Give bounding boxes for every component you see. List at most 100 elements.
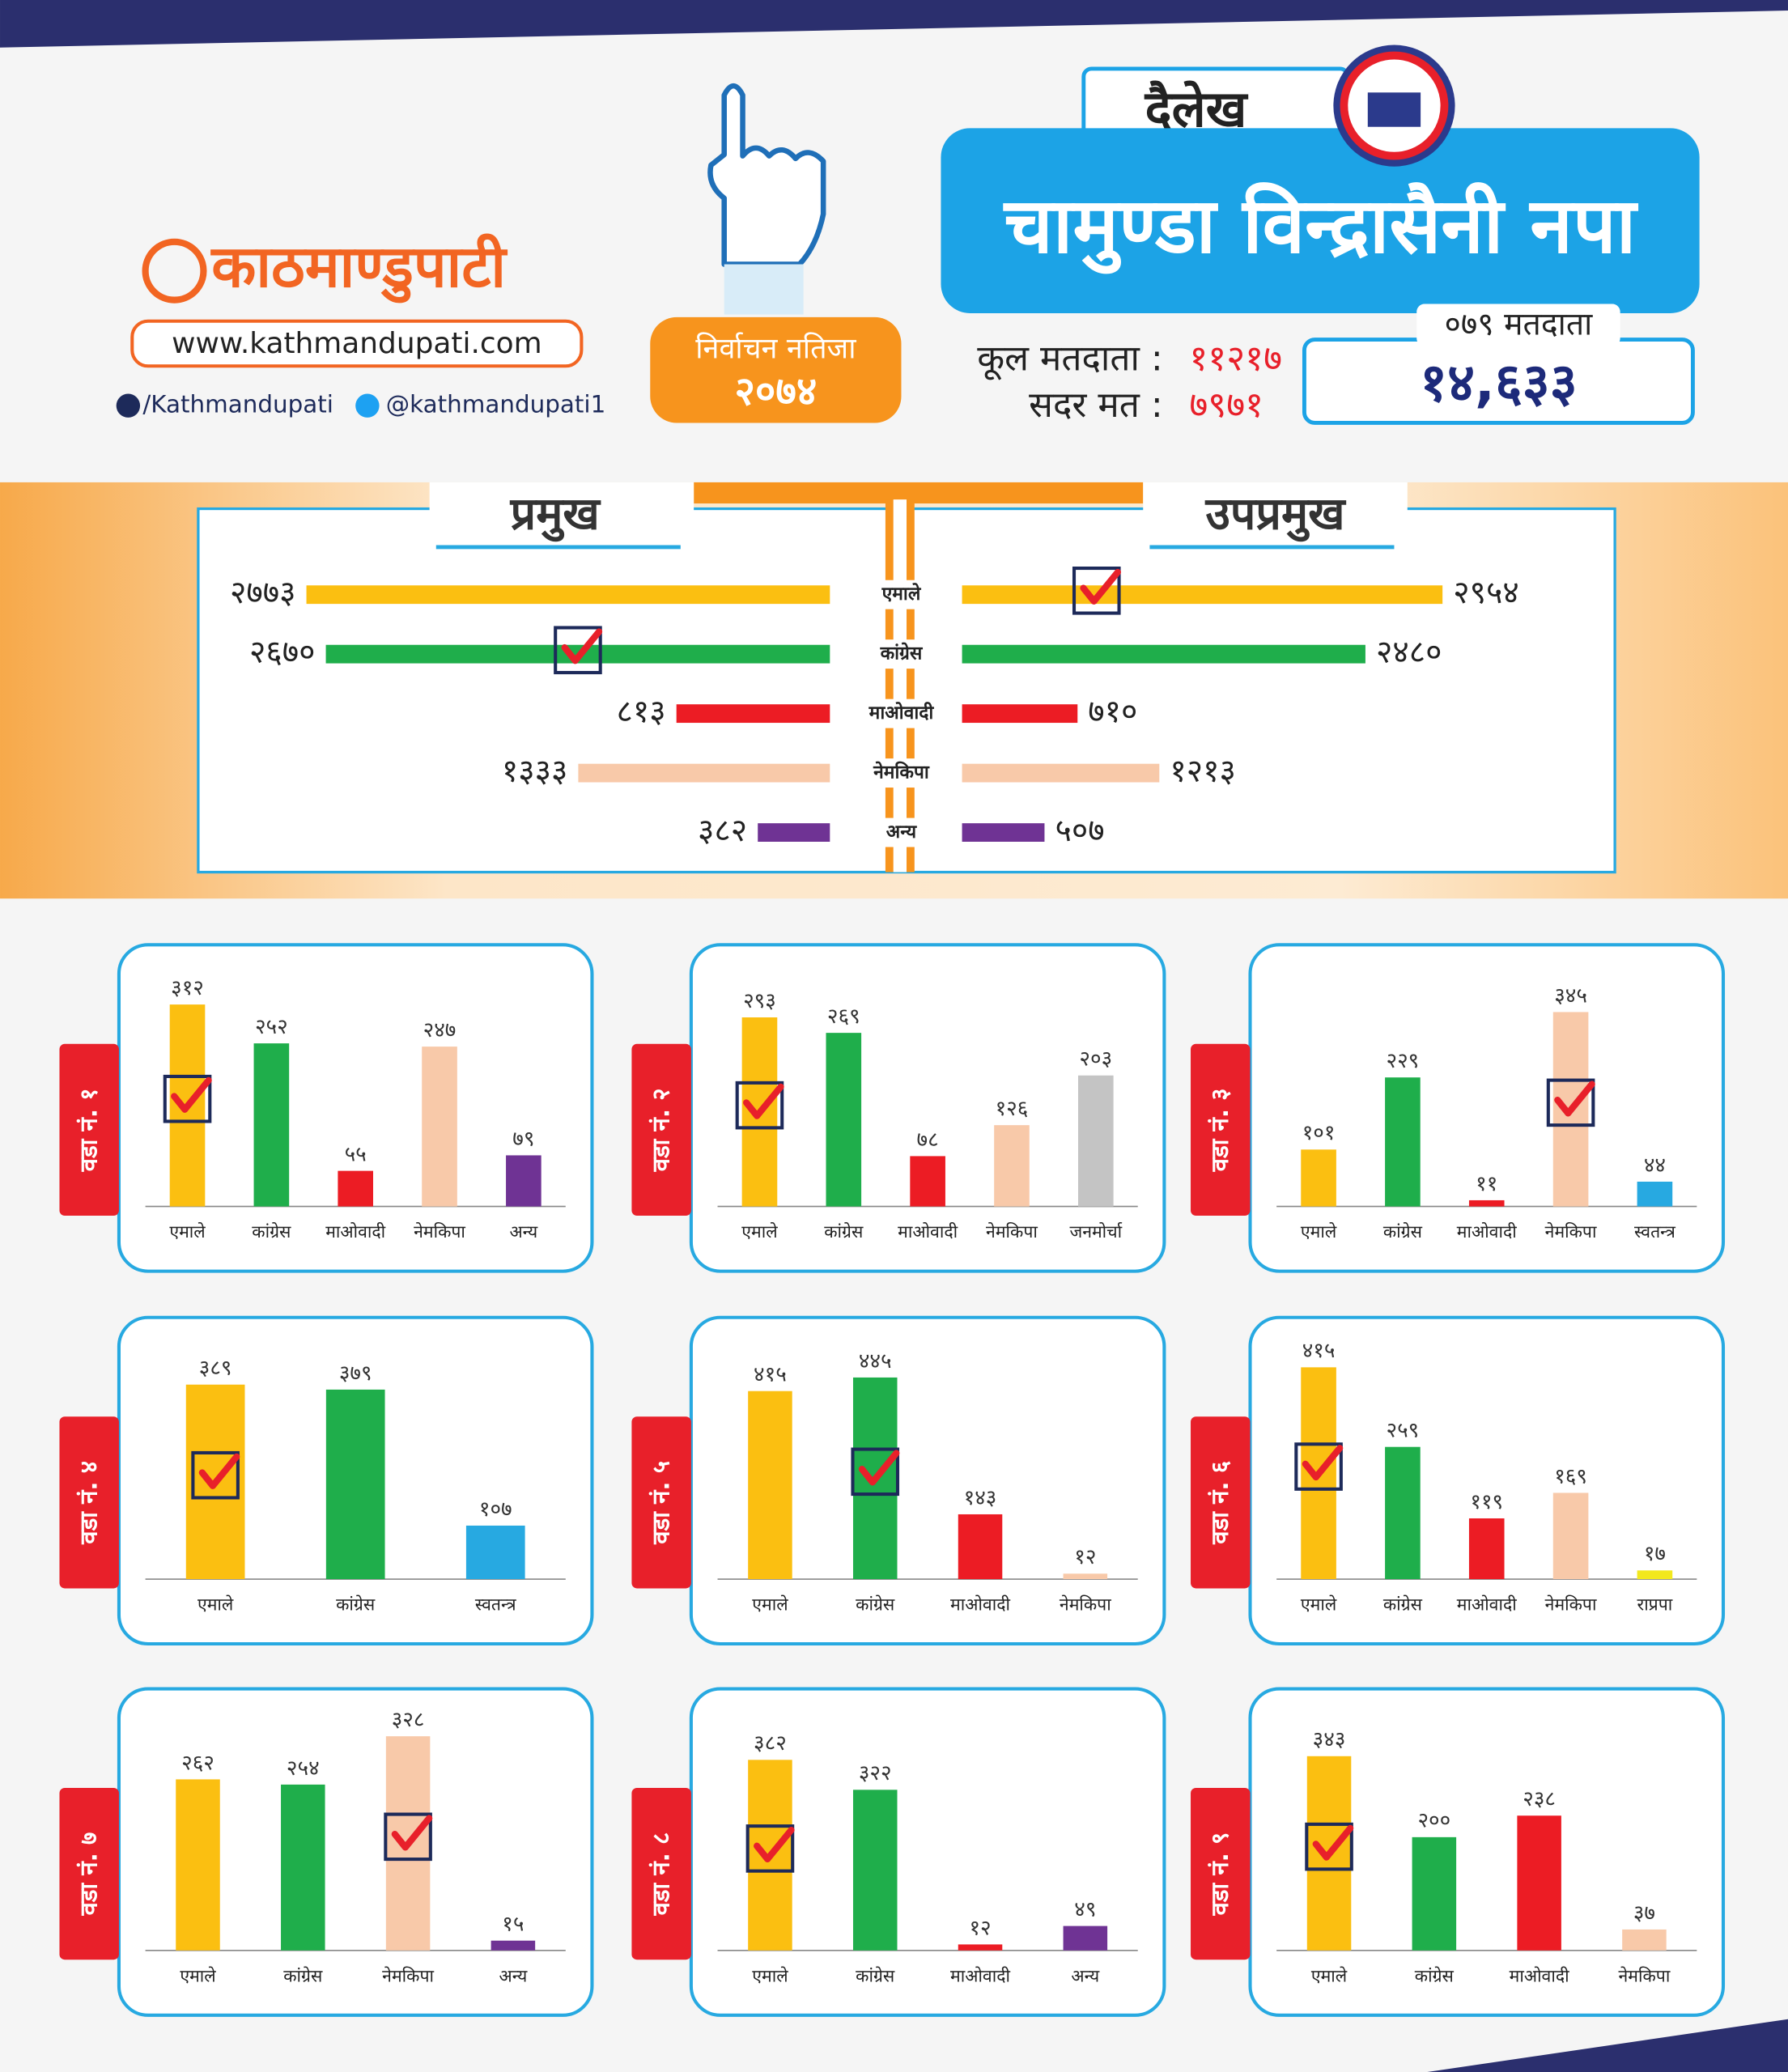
category-label: माओवादी — [950, 1965, 1010, 1986]
value-label: ३४५ — [1554, 983, 1587, 1008]
category-label: नेमकिपा — [1545, 1594, 1597, 1616]
category-label: एमाले — [752, 1594, 788, 1616]
category-label: स्वतन्त्र — [475, 1595, 517, 1616]
twitter-icon — [355, 393, 380, 418]
logo: काठमाण्डुपाटी — [210, 232, 508, 304]
value-label: १६९ — [1554, 1464, 1587, 1488]
category-box — [856, 580, 946, 609]
value-label: १२१३ — [1170, 754, 1235, 790]
ward-title: वडा नं. ८ — [647, 1832, 674, 1917]
ward-tab — [59, 1416, 119, 1589]
category-label: कांग्रेस — [336, 1594, 376, 1616]
category-label: माओवादी — [1457, 1221, 1517, 1242]
value-label: २०३ — [1079, 1047, 1112, 1072]
value-label: ४९ — [1074, 1898, 1096, 1922]
series-name: उपप्रमुख — [1204, 488, 1347, 542]
ward-title: वडा नं. ९ — [1206, 1832, 1234, 1917]
bar — [1412, 1836, 1457, 1951]
category-label: जनमोर्चा — [1069, 1221, 1123, 1242]
series-tab — [1143, 482, 1408, 549]
bar — [910, 1156, 945, 1207]
bar — [1622, 1929, 1667, 1951]
bar — [1063, 1926, 1108, 1951]
bar — [962, 644, 1365, 664]
check-mark — [561, 628, 603, 664]
check-box — [1072, 567, 1121, 615]
bar — [1385, 1077, 1421, 1207]
category-label: नेमकिपा — [382, 1965, 434, 1986]
badge-year: २०७४ — [734, 368, 817, 414]
series-tab — [429, 482, 694, 549]
value-label: २६९ — [827, 1004, 860, 1029]
value-label: ५५ — [345, 1143, 367, 1167]
value-label: ४४५ — [859, 1349, 892, 1374]
value-label: ३१२ — [171, 976, 204, 1000]
category-label: माओवादी — [1510, 1965, 1569, 1986]
value-label: ३२२ — [859, 1761, 892, 1785]
value-label: २४८० — [1376, 635, 1442, 671]
bar — [578, 763, 830, 783]
value-label: ३८२ — [754, 1731, 787, 1756]
bar — [506, 1155, 541, 1207]
value-label: ४१५ — [754, 1363, 787, 1387]
bar — [962, 704, 1078, 724]
category-label: एमाले — [881, 583, 922, 605]
value-label: ७८ — [917, 1127, 939, 1152]
value-label: १०१ — [1302, 1121, 1336, 1145]
ward-tab — [631, 1787, 691, 1960]
category-label: माओवादी — [869, 702, 935, 724]
bar — [852, 1790, 898, 1951]
category-label: एमाले — [1311, 1965, 1348, 1986]
bar — [1385, 1446, 1421, 1580]
bar — [176, 1779, 220, 1951]
bar — [325, 1389, 385, 1580]
ward-title: वडा नं. ३ — [1206, 1088, 1234, 1172]
title-box — [941, 128, 1700, 313]
category-label: एमाले — [180, 1965, 216, 1986]
category-label: कांग्रेस — [856, 1965, 895, 1986]
category-label: नेमकिपा — [986, 1221, 1038, 1242]
bar — [1301, 1149, 1336, 1207]
value-label: ३७ — [1633, 1901, 1655, 1926]
bar — [253, 1043, 290, 1207]
ward-title: वडा नं. २ — [647, 1088, 674, 1172]
hand-cuff — [724, 264, 804, 315]
voters-079-label: ०७९ मतदाता — [1445, 307, 1594, 343]
ward-tab — [1191, 1416, 1251, 1589]
category-label: अन्य — [509, 1222, 537, 1242]
bar — [1063, 1573, 1108, 1580]
value-label: १०७ — [479, 1497, 512, 1522]
valid-votes-label: सदर मत : — [1029, 384, 1163, 426]
voters-079-tab — [1416, 304, 1620, 346]
total-voters-label: कूल मतदाता : — [977, 338, 1162, 381]
bar — [281, 1784, 325, 1951]
value-label: १२ — [969, 1916, 991, 1940]
category-label: माओवादी — [950, 1594, 1010, 1616]
category-label: कांग्रेस — [252, 1221, 291, 1242]
bar — [962, 763, 1160, 783]
check-box — [851, 1447, 900, 1497]
bar — [748, 1391, 792, 1580]
value-label: २६७० — [249, 635, 315, 671]
connector — [694, 482, 1144, 504]
category-label: नेमकिपा — [873, 762, 930, 783]
category-box — [856, 698, 946, 728]
total-voters: ११२१७ — [1189, 338, 1282, 380]
check-box — [554, 626, 602, 675]
facebook-icon — [116, 393, 141, 418]
value-label: २६२ — [181, 1751, 214, 1775]
category-label: कांग्रेस — [1415, 1965, 1455, 1986]
check-box — [1546, 1078, 1595, 1127]
twitter: @kathmandupati1 — [386, 391, 606, 418]
ward-title: वडा नं. १ — [75, 1088, 103, 1172]
bar — [1468, 1518, 1505, 1580]
check-mark — [171, 1076, 212, 1113]
category-label: अन्य — [1071, 1966, 1099, 1986]
ward-tab — [59, 1043, 119, 1216]
check-mark — [1080, 568, 1121, 605]
bar — [958, 1944, 1003, 1951]
category-label: नेमकिपा — [414, 1221, 465, 1242]
bar — [676, 704, 830, 724]
value-label: १२ — [1074, 1545, 1096, 1569]
value-label: २९३ — [743, 989, 776, 1013]
